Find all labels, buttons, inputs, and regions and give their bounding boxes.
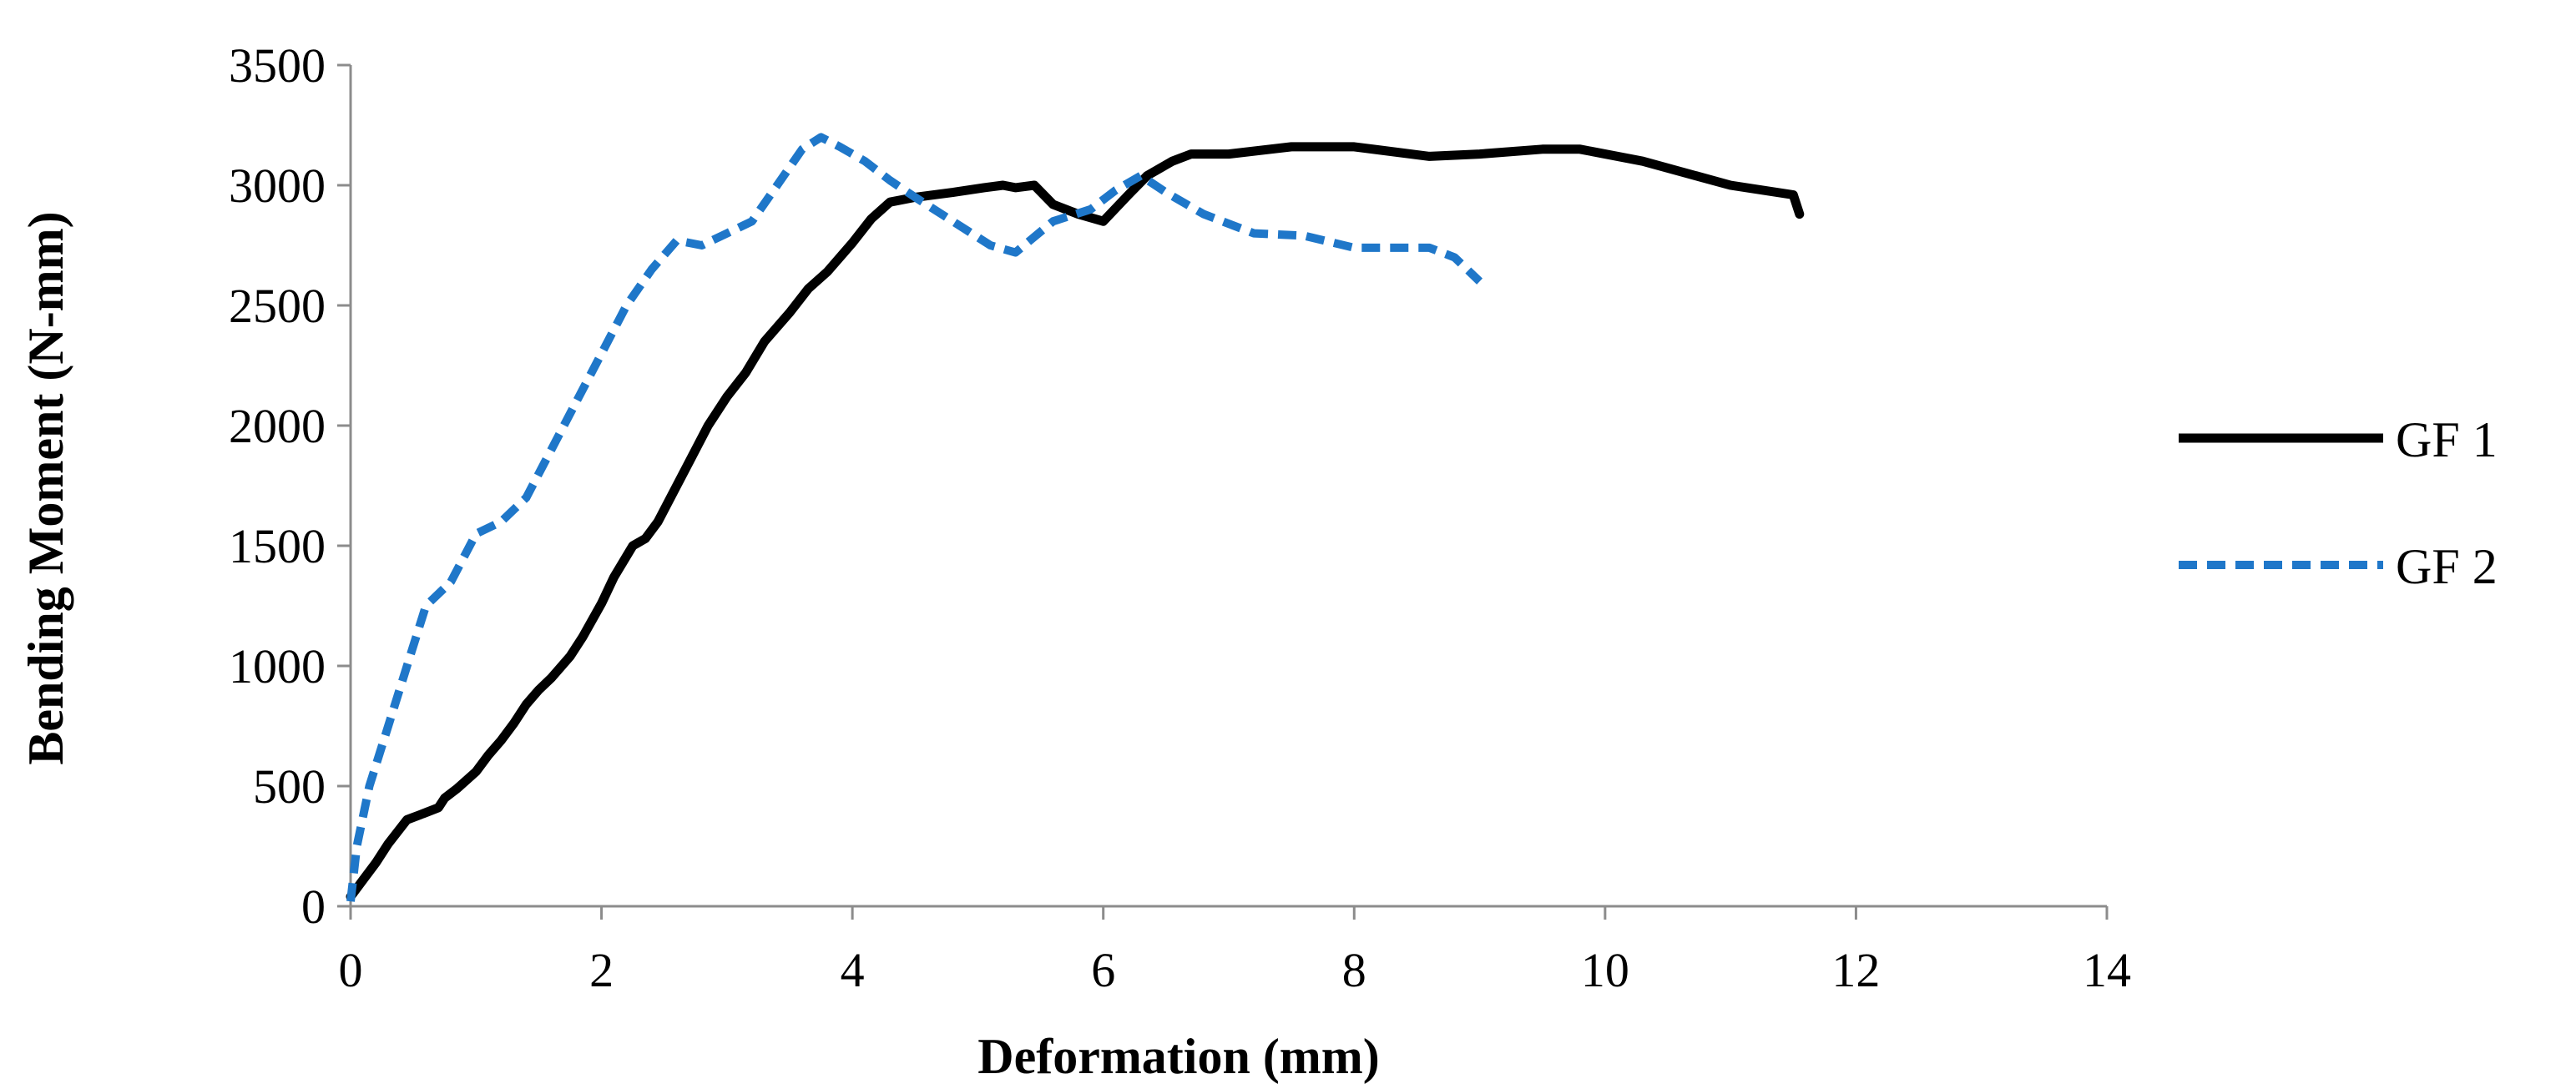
series-line-gf-1 — [346, 142, 1805, 901]
y-tick-label: 3500 — [229, 38, 326, 93]
x-tick-label: 2 — [589, 943, 614, 997]
y-tick-label: 2000 — [229, 399, 326, 453]
legend-label-gf-2: GF 2 — [2396, 539, 2498, 594]
legend-label-gf-1: GF 1 — [2396, 412, 2498, 467]
y-tick-label: 1500 — [229, 519, 326, 573]
x-tick-label: 6 — [1091, 943, 1115, 997]
y-tick-label: 0 — [301, 880, 326, 934]
legend: GF 1 GF 2 — [2179, 412, 2498, 594]
y-tick-label: 2500 — [229, 279, 326, 333]
x-tick-label: 10 — [1581, 943, 1629, 997]
x-tick-label: 14 — [2083, 943, 2131, 997]
x-tick-label: 0 — [339, 943, 363, 997]
y-axis-title: Bending Moment (N-mm) — [18, 211, 73, 764]
y-tick-label: 3000 — [229, 159, 326, 213]
x-tick-label: 8 — [1342, 943, 1366, 997]
axes: 0 500 1000 1500 2000 2500 3000 3500 0 2 4 6 8 10 12 14 — [229, 38, 2131, 997]
x-axis-title: Deformation (mm) — [977, 1029, 1380, 1084]
x-tick-label: 4 — [841, 943, 865, 997]
series-layer — [346, 133, 1805, 902]
y-tick-label: 500 — [253, 759, 326, 814]
series-line-gf-2 — [346, 133, 1483, 902]
x-tick-label: 12 — [1831, 943, 1880, 997]
y-tick-label: 1000 — [229, 639, 326, 693]
